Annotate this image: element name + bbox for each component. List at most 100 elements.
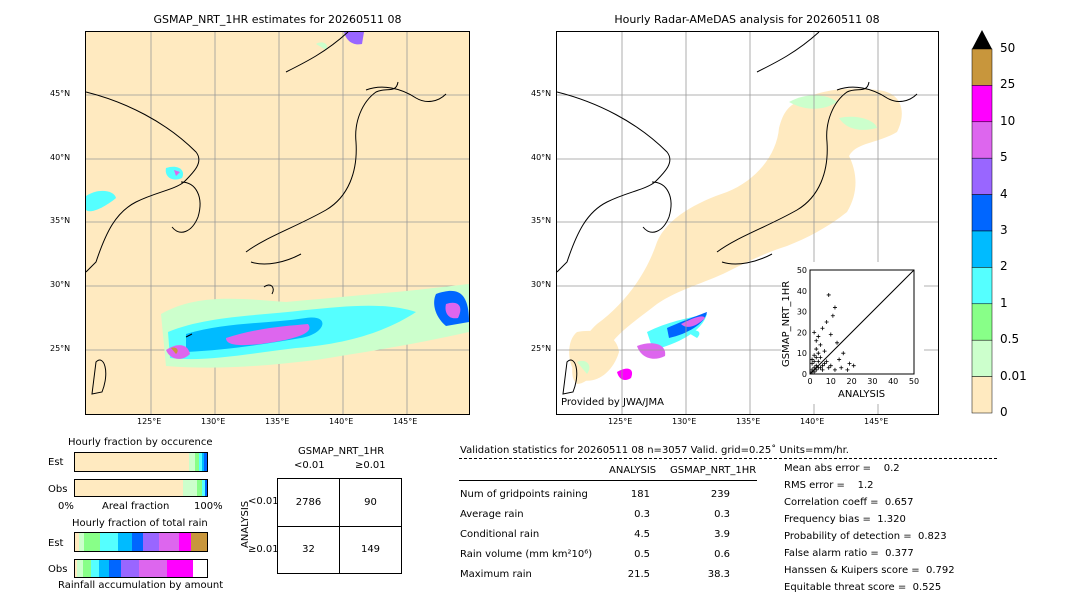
colorbar-label: 50 — [1000, 41, 1016, 55]
colorbar-segment — [971, 194, 993, 232]
bar-segment — [100, 533, 118, 551]
stats-row-analysis: 0.5 — [634, 549, 650, 560]
right-lon-label: 135°E — [736, 417, 761, 426]
xaxis-max: 100% — [194, 501, 223, 512]
xaxis-min: 0% — [58, 501, 74, 512]
left-lat-label: 35°N — [50, 216, 71, 225]
left-lat-label: 45°N — [50, 89, 71, 98]
right-lon-label: 140°E — [800, 417, 825, 426]
scatter-xlabel: ANALYSIS — [838, 389, 886, 400]
right-lon-label: 130°E — [672, 417, 697, 426]
left-lat-label: 30°N — [50, 280, 71, 289]
scatter-ylabel: GSMAP_NRT_1HR — [781, 280, 792, 367]
scatter-point — [812, 330, 817, 335]
colorbar-label: 10 — [1000, 113, 1016, 128]
bar-segment — [83, 560, 91, 577]
scatter-xtick: 50 — [909, 377, 919, 386]
scatter-point — [810, 369, 815, 374]
occ-obs-label: Obs — [48, 484, 68, 495]
scatter-xtick: 10 — [826, 377, 836, 386]
bar-segment — [118, 533, 132, 551]
bar-segment — [202, 453, 204, 471]
colorbar-label: 0.01 — [1000, 368, 1027, 383]
credit-text: Provided by JWA/JMA — [561, 397, 664, 408]
stats-row-gsmap: 0.6 — [714, 549, 730, 560]
left-lat-label: 25°N — [50, 344, 71, 353]
colorbar-extend-arrow — [972, 30, 992, 49]
stats-row-analysis: 4.5 — [634, 529, 650, 540]
score-line: Mean abs error = 0.2 — [784, 463, 900, 474]
scatter-xtick: 20 — [847, 377, 857, 386]
scatter-point — [812, 353, 817, 358]
colorbar-label: 2 — [1000, 259, 1008, 274]
score-line: Equitable threat score = 0.525 — [784, 582, 942, 593]
bar-segment — [191, 533, 207, 551]
occ-obs-bar — [74, 479, 208, 497]
stats-header: Validation statistics for 20260511 08 n=… — [460, 445, 849, 456]
scatter-ytick: 40 — [797, 287, 807, 296]
right-lat-label: 40°N — [531, 153, 552, 162]
left-map — [85, 31, 470, 415]
bar-segment — [183, 480, 197, 496]
scatter-ytick: 20 — [797, 328, 807, 337]
left-lon-label: 135°E — [265, 417, 290, 426]
bar-segment — [143, 533, 159, 551]
scatter-diagonal — [809, 269, 915, 375]
scatter-point — [818, 342, 823, 347]
total-title: Hourly fraction of total rain — [72, 518, 208, 529]
scatter-point — [832, 367, 837, 372]
scatter-point — [841, 351, 846, 356]
scatter-point — [818, 365, 823, 370]
stats-row-label: Maximum rain — [460, 569, 532, 580]
bar-segment — [202, 480, 205, 496]
scatter-point — [830, 313, 835, 318]
scatter-point — [828, 332, 833, 337]
score-line: Hanssen & Kuipers score = 0.792 — [784, 565, 955, 576]
contingency-ylabel: ANALYSIS — [240, 500, 251, 548]
score-line: Correlation coeff = 0.657 — [784, 497, 914, 508]
scatter-xtick: 0 — [807, 377, 812, 386]
accum-label: Rainfall accumulation by amount — [58, 580, 224, 591]
stats-line — [459, 480, 757, 481]
right-lat-label: 45°N — [531, 89, 552, 98]
scatter-point — [839, 365, 844, 370]
cell-a: 2786 — [295, 497, 322, 508]
cell-b: 90 — [364, 497, 377, 508]
bar-segment — [167, 560, 193, 577]
colorbar-segment — [971, 85, 993, 123]
stats-row-analysis: 181 — [630, 489, 650, 500]
colorbar-label: 0 — [1000, 405, 1008, 419]
scatter-point — [814, 347, 819, 352]
right-lon-label: 145°E — [864, 417, 889, 426]
tot-est-bar — [74, 532, 208, 552]
scatter-point — [820, 363, 825, 368]
bar-segment — [91, 560, 99, 577]
stats-col-gsmap: GSMAP_NRT_1HR — [670, 465, 757, 476]
colorbar-label: 5 — [1000, 150, 1008, 165]
bar-segment — [189, 453, 195, 471]
colorbar-segment — [971, 339, 993, 377]
colorbar-label: 3 — [1000, 223, 1008, 237]
stats-row-label: Rain volume (mm km²10⁶) — [460, 549, 593, 560]
right-lat-label: 35°N — [531, 216, 552, 225]
right-lat-label: 25°N — [531, 344, 552, 353]
scatter-ytick: 50 — [797, 266, 807, 275]
scatter-point — [837, 357, 842, 362]
right-lat-label: 30°N — [531, 280, 552, 289]
table-divider — [278, 526, 401, 527]
bar-segment — [79, 533, 84, 551]
contingency-title: GSMAP_NRT_1HR — [298, 446, 385, 457]
stats-row-gsmap: 239 — [710, 489, 730, 500]
scatter-point — [814, 363, 819, 368]
scatter-point — [818, 355, 823, 360]
scatter-point — [828, 363, 833, 368]
tot-obs-bar — [74, 559, 208, 578]
xaxis-label: Areal fraction — [102, 501, 170, 512]
stats-row-label: Num of gridpoints raining — [460, 489, 588, 500]
row-ge-label: ≥0.01 — [248, 544, 279, 555]
scatter-xtick: 30 — [867, 377, 877, 386]
occ-est-label: Est — [48, 457, 64, 468]
right-map-title: Hourly Radar-AMeDAS analysis for 2026051… — [614, 13, 880, 26]
scatter-point — [822, 361, 827, 366]
stats-row-analysis: 21.5 — [627, 569, 650, 580]
